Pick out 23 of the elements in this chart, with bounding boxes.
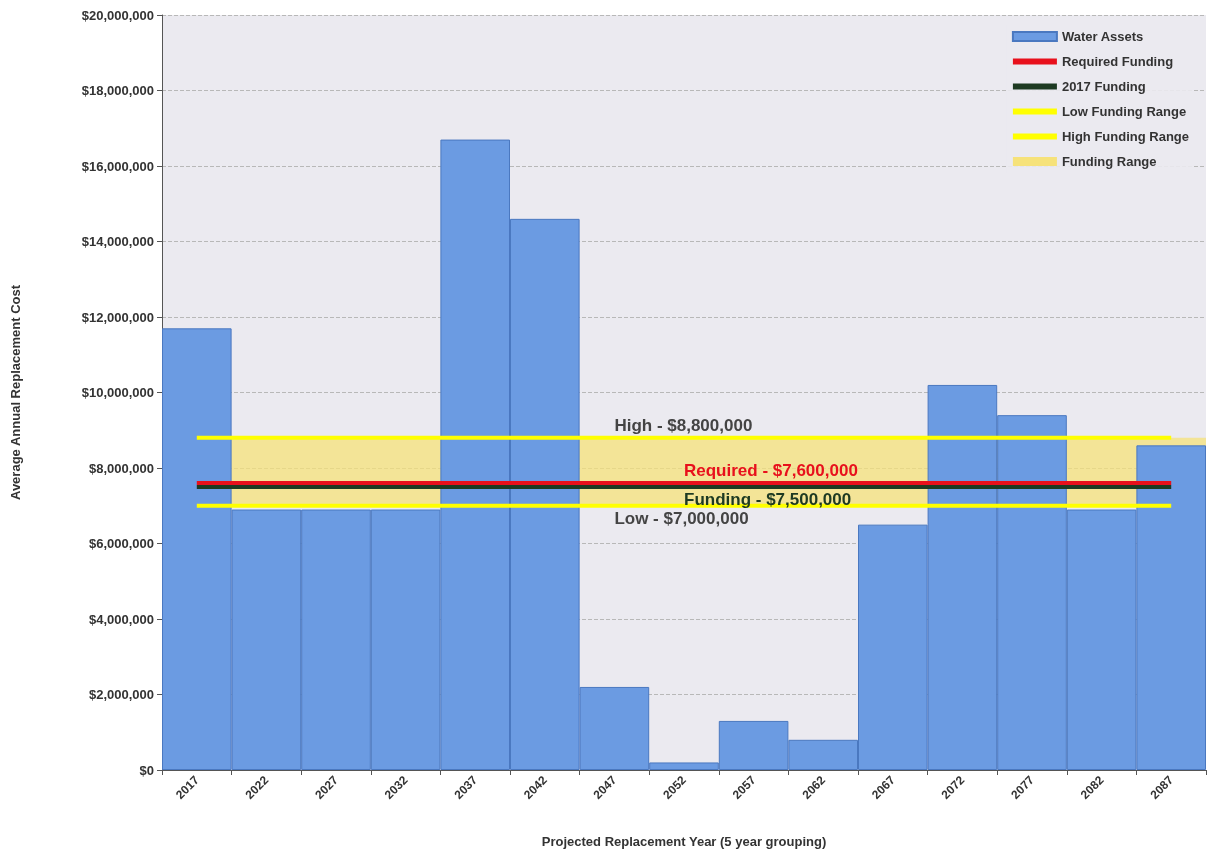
annotation: Required - $7,600,000 xyxy=(684,461,858,481)
legend-label: Water Assets xyxy=(1061,29,1144,44)
y-tick-label: $18,000,000 xyxy=(81,83,154,98)
y-tick-label: $2,000,000 xyxy=(88,687,154,702)
y-tick-label: $6,000,000 xyxy=(88,536,154,551)
legend-label: Required Funding xyxy=(1061,54,1174,69)
annotation: High - $8,800,000 xyxy=(614,415,753,435)
y-tick-label: $10,000,000 xyxy=(81,385,154,400)
legend-label: High Funding Range xyxy=(1061,129,1189,144)
annotation: Low - $7,000,000 xyxy=(614,508,749,528)
y-tick-label: $12,000,000 xyxy=(81,309,154,325)
y-tick-label: $0 xyxy=(139,762,154,778)
y-tick-label: $8,000,000 xyxy=(88,460,154,476)
y-tick-label: $4,000,000 xyxy=(88,611,154,627)
y-tick-label: $20,000,000 xyxy=(81,7,154,23)
x-axis-title: Projected Replacement Year (5 year grouping) xyxy=(541,834,827,849)
y-tick-label: $16,000,000 xyxy=(81,158,154,174)
y-tick-label: $14,000,000 xyxy=(81,234,154,249)
legend-label: 2017 Funding xyxy=(1061,79,1146,94)
legend-label: Low Funding Range xyxy=(1061,104,1187,119)
legend-label: Funding Range xyxy=(1061,154,1157,169)
y-axis-title: Average Annual Replacement Cost xyxy=(8,284,23,501)
annotation: Funding - $7,500,000 xyxy=(684,489,852,509)
